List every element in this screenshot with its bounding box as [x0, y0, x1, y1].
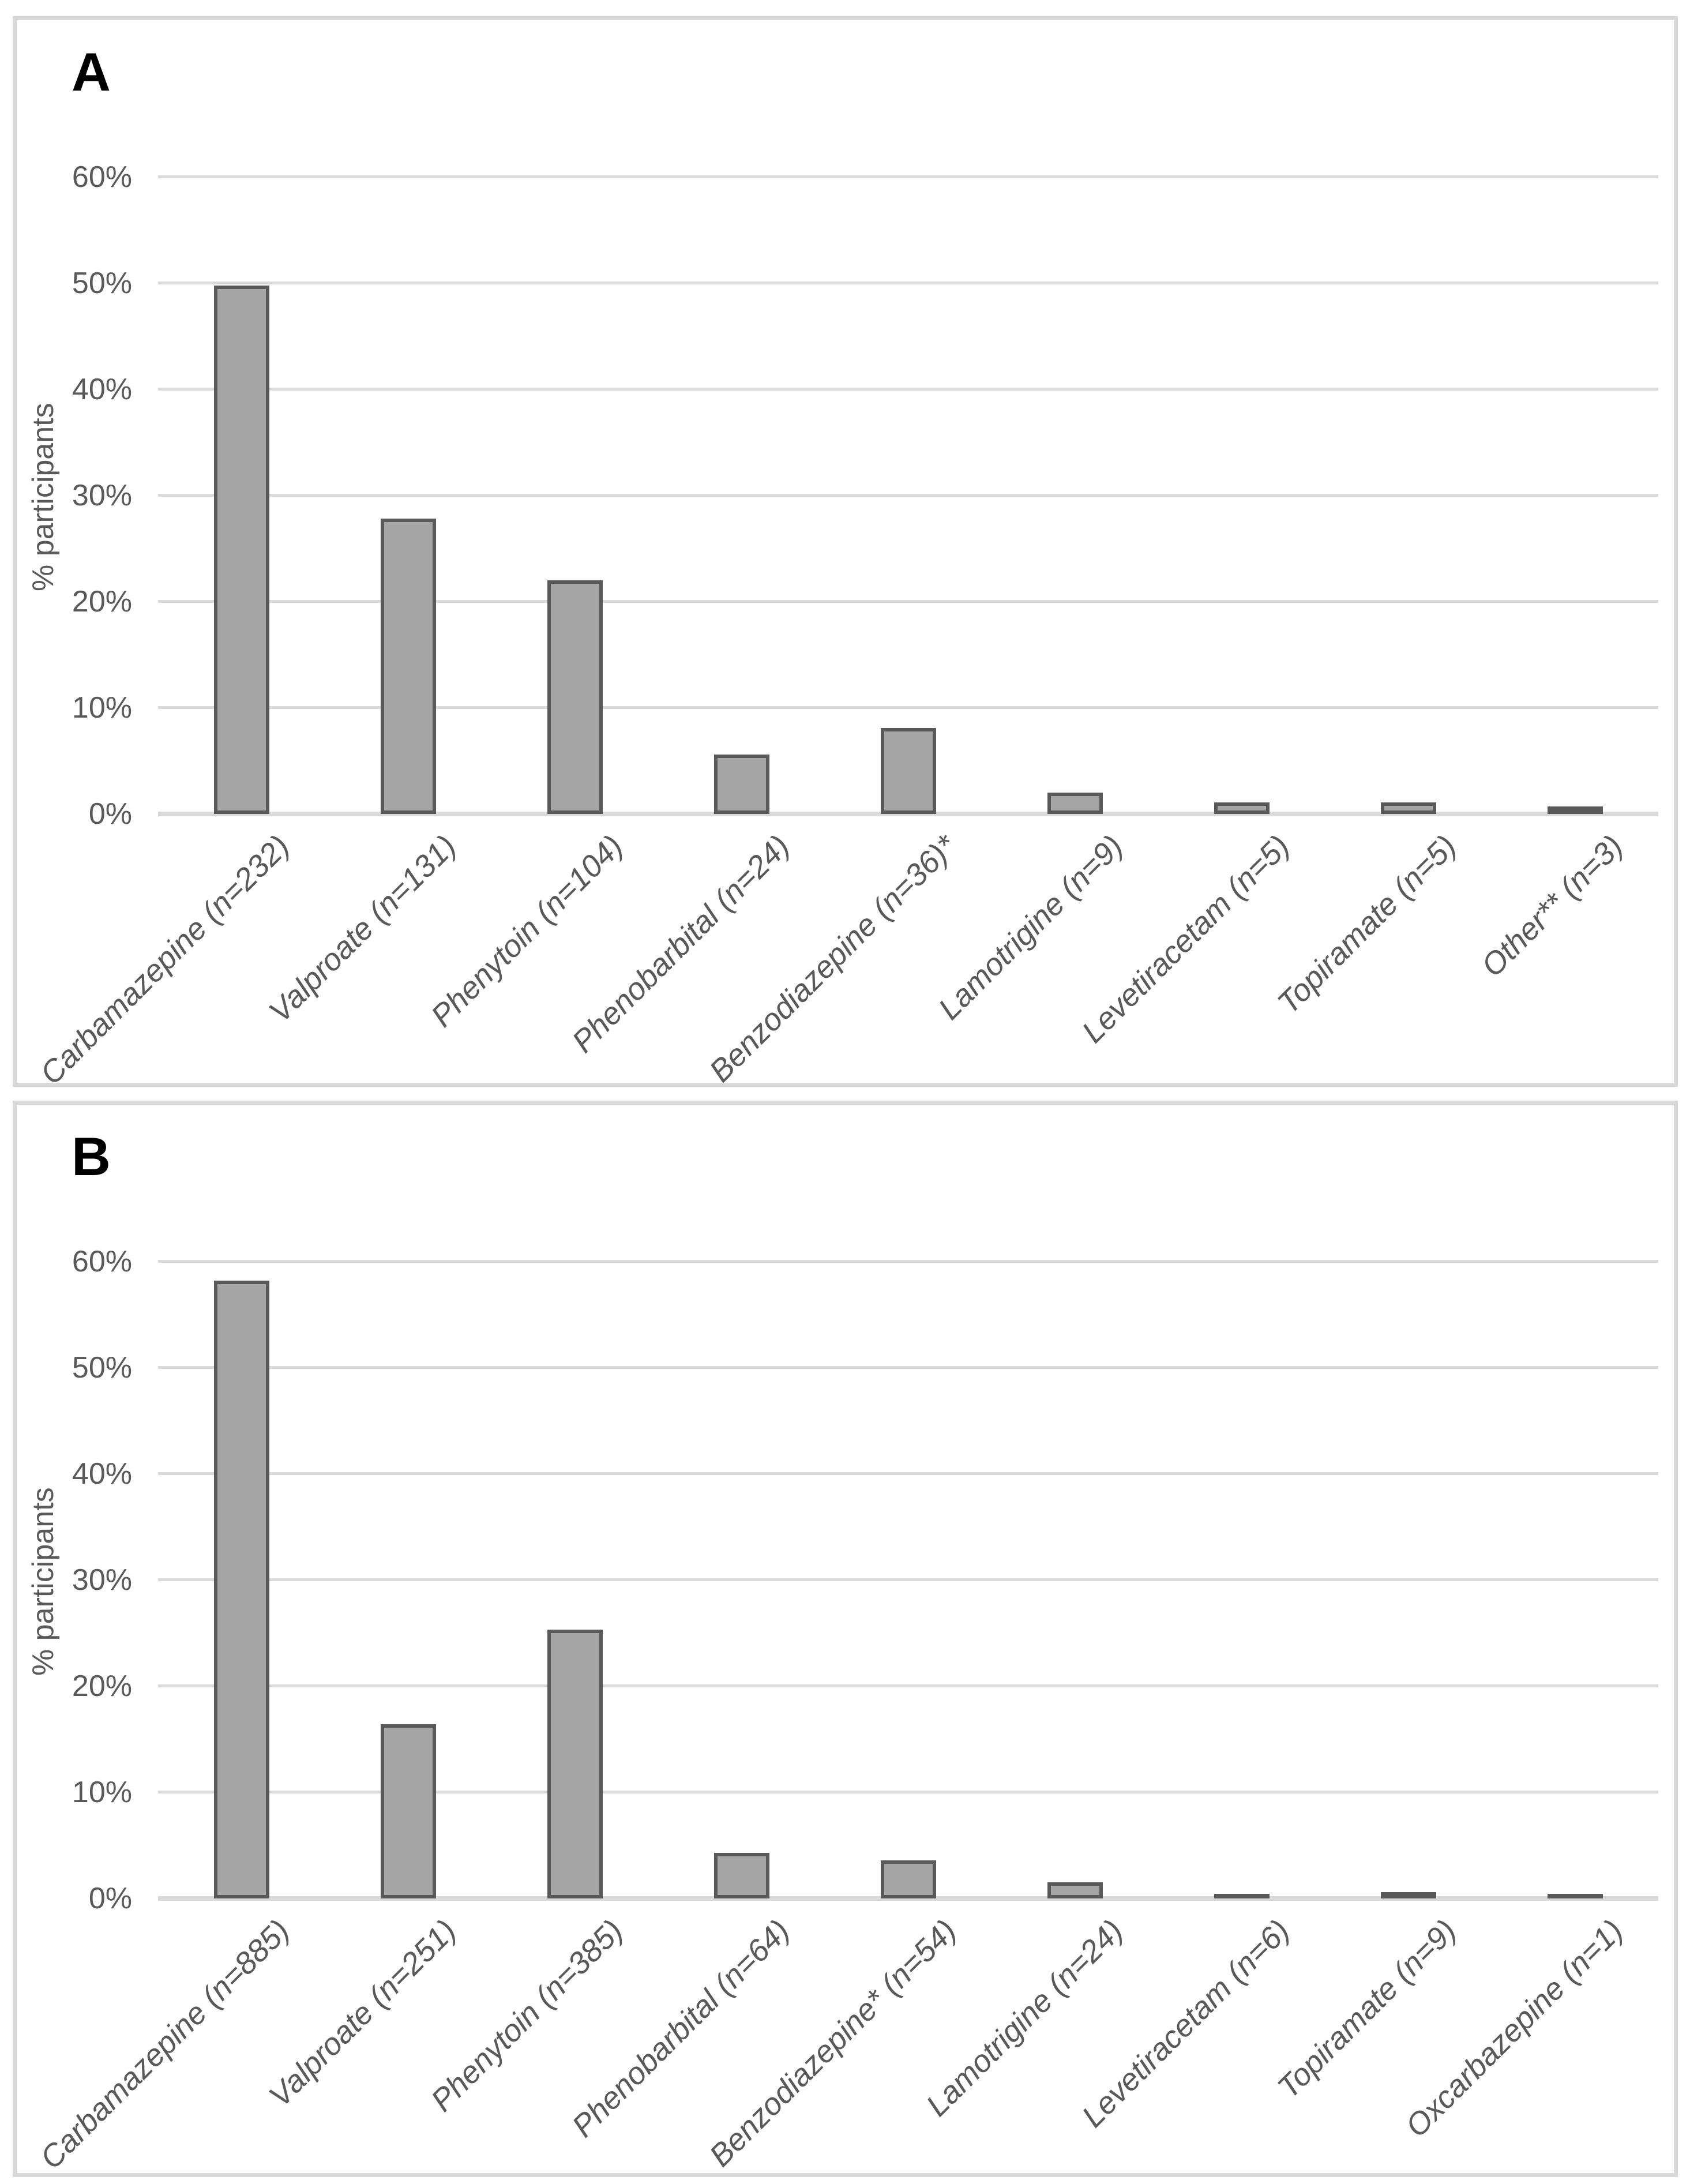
- bar: [881, 1860, 936, 1898]
- bar: [1047, 793, 1103, 814]
- y-tick-label: 40%: [72, 1457, 132, 1491]
- gridline: [158, 1472, 1658, 1475]
- panel-a: A % participants 0% 10% 20% 30% 40% 50% 60% Car…: [13, 16, 1678, 1091]
- panel-a-plot-area: 0% 10% 20% 30% 40% 50% 60% Carbamazepine (n=232…: [17, 20, 1674, 1091]
- y-tick-label: 50%: [72, 1351, 132, 1384]
- gridline: [158, 388, 1658, 391]
- gridline: [158, 1260, 1658, 1263]
- y-tick-label: 20%: [72, 585, 132, 618]
- bar: [214, 286, 269, 814]
- y-tick-label: 0%: [88, 797, 132, 831]
- x-category-label: Carbamazepine (n=885): [33, 1913, 296, 2176]
- bar: [547, 580, 603, 814]
- bar: [1214, 1894, 1270, 1898]
- y-tick-label: 30%: [72, 1563, 132, 1597]
- gridline: [158, 1791, 1658, 1793]
- bar: [214, 1281, 269, 1898]
- bar: [1047, 1882, 1103, 1898]
- x-category-label: Other** (n=3): [1475, 828, 1630, 984]
- bar: [714, 755, 769, 814]
- panel-b: B % participants 0% 10% 20% 30% 40% 50% 60% Car…: [13, 1101, 1678, 2177]
- x-category-label: Topiramate (n=9): [1271, 1913, 1463, 2106]
- bar: [714, 1853, 769, 1898]
- panel-a-letter: A: [72, 42, 111, 102]
- gridline: [158, 600, 1658, 603]
- bar: [1548, 1894, 1603, 1898]
- bar: [381, 519, 436, 814]
- bar: [1548, 806, 1603, 814]
- x-category-label: Lamotrigine (n=9): [932, 828, 1130, 1027]
- y-tick-label: 0%: [88, 1882, 132, 1915]
- baseline-gridline: [158, 812, 1658, 816]
- gridline: [158, 1366, 1658, 1369]
- x-category-label: Valproate (n=251): [262, 1913, 463, 2114]
- x-category-label: Topiramate (n=5): [1271, 828, 1463, 1021]
- bar: [1214, 802, 1270, 814]
- bar: [1381, 1892, 1436, 1898]
- baseline-gridline: [158, 1896, 1658, 1901]
- panel-b-letter: B: [72, 1126, 111, 1187]
- bar: [1381, 802, 1436, 814]
- y-tick-label: 40%: [72, 373, 132, 406]
- y-tick-label: 60%: [72, 1245, 132, 1278]
- bar: [381, 1724, 436, 1898]
- y-tick-label: 10%: [72, 691, 132, 725]
- y-tick-label: 50%: [72, 267, 132, 300]
- bar: [547, 1630, 603, 1898]
- panel-b-plot-area: 0% 10% 20% 30% 40% 50% 60% Carbamazepine (n=885…: [17, 1105, 1674, 2176]
- y-tick-label: 60%: [72, 160, 132, 194]
- gridline: [158, 282, 1658, 284]
- gridline: [158, 175, 1658, 178]
- gridline: [158, 1578, 1658, 1581]
- x-category-label: Valproate (n=131): [262, 828, 463, 1030]
- gridline: [158, 706, 1658, 709]
- y-tick-label: 10%: [72, 1776, 132, 1809]
- gridline: [158, 494, 1658, 497]
- y-tick-label: 20%: [72, 1669, 132, 1703]
- x-category-label: Carbamazepine (n=232): [33, 828, 296, 1091]
- y-tick-label: 30%: [72, 479, 132, 512]
- bar: [881, 728, 936, 814]
- gridline: [158, 1684, 1658, 1687]
